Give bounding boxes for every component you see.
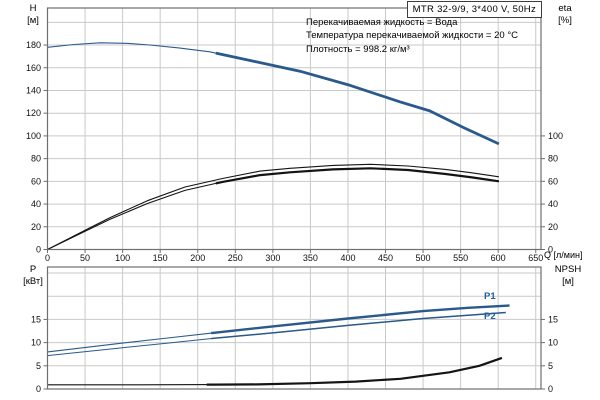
h-axis-label: H [м] [27,3,39,26]
p2-curve-label: P2 [484,311,496,322]
tick-label-right: 10 [548,338,558,348]
tick-label-right: 0 [548,384,553,394]
tick-label-x: 400 [340,253,355,263]
tick-label-left: 0 [36,245,41,255]
annotation-density: Плотность = 998.2 кг/м³ [306,43,410,55]
tick-label-right: 80 [548,154,558,164]
tick-label-right: 5 [548,361,553,371]
bottom-chart-grid [47,267,541,389]
npsh-axis-label: NPSH [м] [554,264,582,287]
tick-label-left: 80 [31,154,41,164]
top-chart-grid [47,8,541,250]
tick-label-x: 350 [303,253,318,263]
tick-label-x: 250 [228,253,243,263]
q-axis-unit-label: Q [л/мин] [544,250,583,260]
tick-label-right: 0 [548,245,553,255]
plot-border [46,266,542,390]
tick-label-x: 100 [115,253,130,263]
tick-label-x: 50 [80,253,90,263]
npsh-curve [47,357,503,386]
top-chart-frame [46,7,542,251]
tick-label-left: 15 [31,314,41,324]
p1-curve-duty-range [211,304,510,335]
eta-axis-label: eta [%] [558,3,572,26]
tick-label-left: 100 [26,131,41,141]
bottom-chart-curves [47,304,510,386]
tick-label-left: 20 [31,222,41,232]
tick-label-x: 500 [416,253,431,263]
tick-label-left: 160 [26,63,41,73]
tick-label-x: 300 [265,253,280,263]
tick-label-left: 60 [31,176,41,186]
pump-title-box: MTR 32-9/9, 3*400 V, 50Hz [406,1,542,18]
annotation-temperature: Температура перекачиваемой жидкости = 20… [306,30,518,42]
tick-label-left: 180 [26,40,41,50]
top-chart-ticks: 0 20 40 60 80 100 120 140 160 180 0 20 40 60 80 100 0 50 1… [26,40,563,263]
p-axis-label: P [кВт] [23,264,43,287]
plot-border [46,7,542,251]
tick-label-left: 40 [31,199,41,209]
tick-label-right: 20 [548,222,558,232]
tick-label-x: 150 [153,253,168,263]
annotation-block: Перекачиваемая жидкость = Вода Температу… [306,16,518,56]
npsh-curve-duty-range [206,356,503,386]
tick-label-right: 15 [548,314,558,324]
tick-label-right: 100 [548,131,563,141]
tick-label-right: 40 [548,199,558,209]
h-curve-duty-range [215,51,500,146]
tick-label-left: 0 [36,384,41,394]
eta-lower-curve-duty-range [215,167,500,185]
tick-label-x: 600 [491,253,506,263]
tick-label-x: 0 [45,253,50,263]
top-chart-curves [47,42,500,250]
tick-label-x: 550 [453,253,468,263]
tick-label-x: 200 [190,253,205,263]
tick-label-left: 5 [36,361,41,371]
tick-label-x: 650 [528,253,543,263]
p1-curve [47,304,510,353]
p1-curve-label: P1 [484,291,496,302]
p2-curve-duty-range [211,311,506,340]
tick-label-left: 120 [26,108,41,118]
eta-upper-curve [47,163,499,250]
tick-label-left: 10 [31,338,41,348]
annotation-liquid: Перекачиваемая жидкость = Вода [306,17,458,28]
tick-label-x: 450 [378,253,393,263]
bottom-chart-frame [46,266,542,390]
bottom-chart-ticks: 0 5 10 15 0 5 10 15 [31,314,558,394]
tick-label-right: 60 [548,176,558,186]
tick-label-left: 140 [26,85,41,95]
